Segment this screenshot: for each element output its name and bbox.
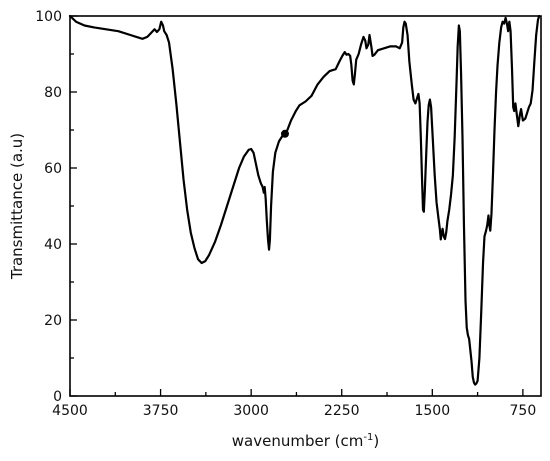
data-marker-point [280, 129, 289, 138]
x-tick-label: 4500 [52, 403, 88, 419]
x-tick-label: 2250 [324, 403, 360, 419]
x-axis-title-main: wavenumber (cm [232, 432, 364, 450]
x-tick-label: 1500 [414, 403, 450, 419]
x-axis-title-sup: -1 [363, 432, 373, 443]
axis-ticks [69, 15, 524, 397]
x-tick-label: 3000 [233, 403, 269, 419]
y-tick-label: 40 [44, 237, 62, 253]
y-tick-label: 0 [53, 389, 62, 405]
x-tick-label: 3750 [143, 403, 179, 419]
y-tick-label: 100 [35, 9, 62, 25]
plot-frame [69, 15, 542, 397]
x-axis-title-close: ) [373, 432, 379, 450]
y-axis-title: Transmittance (a.u) [8, 133, 26, 280]
x-tick-label: 750 [510, 403, 537, 419]
y-tick-label: 60 [44, 161, 62, 177]
x-axis-title: wavenumber (cm-1) [232, 432, 379, 450]
y-tick-label: 20 [44, 313, 62, 329]
tick-labels: 4500 3750 3000 2250 1500 750 0 20 40 60 80 100 [35, 9, 536, 419]
y-tick-label: 80 [44, 85, 62, 101]
series-line-transmittance [68, 14, 541, 386]
